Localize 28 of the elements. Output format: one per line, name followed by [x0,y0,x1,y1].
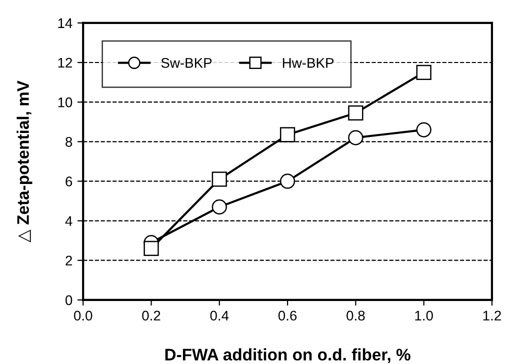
point [280,127,296,142]
x-tick-label: 1.0 [415,310,433,321]
legend-label: Hw-BKP [282,58,334,68]
point [212,199,227,215]
point [416,64,432,80]
y-tick-label: 12 [58,58,72,68]
y-tick-label: 4 [65,216,72,226]
y-tick-label: 8 [66,136,72,147]
y-tick-label: 14 [58,18,72,28]
y-axis-title: △ Zeta-potential, mV [16,80,32,242]
point [348,105,364,121]
x-tick-label: 0.4 [210,310,229,321]
x-tick-label: 0.6 [278,310,297,321]
legend-label: Sw-BKP [161,58,212,68]
point [416,122,432,138]
x-tick-label: 1.2 [483,310,501,320]
x-tick-label: 0.2 [142,310,160,321]
point [212,172,227,187]
y-tick-label: 2 [66,256,72,266]
point [280,174,296,189]
x-tick-label: 0.8 [346,310,365,321]
x-axis-title: D-FWA addition on o.d. fiber, % [165,348,410,363]
y-tick-label: 10 [58,97,72,108]
point [348,130,364,146]
point [144,240,159,256]
y-tick-label: 6 [66,176,72,186]
x-tick-label: 0.0 [74,310,92,321]
y-tick-label: 0 [66,295,72,306]
